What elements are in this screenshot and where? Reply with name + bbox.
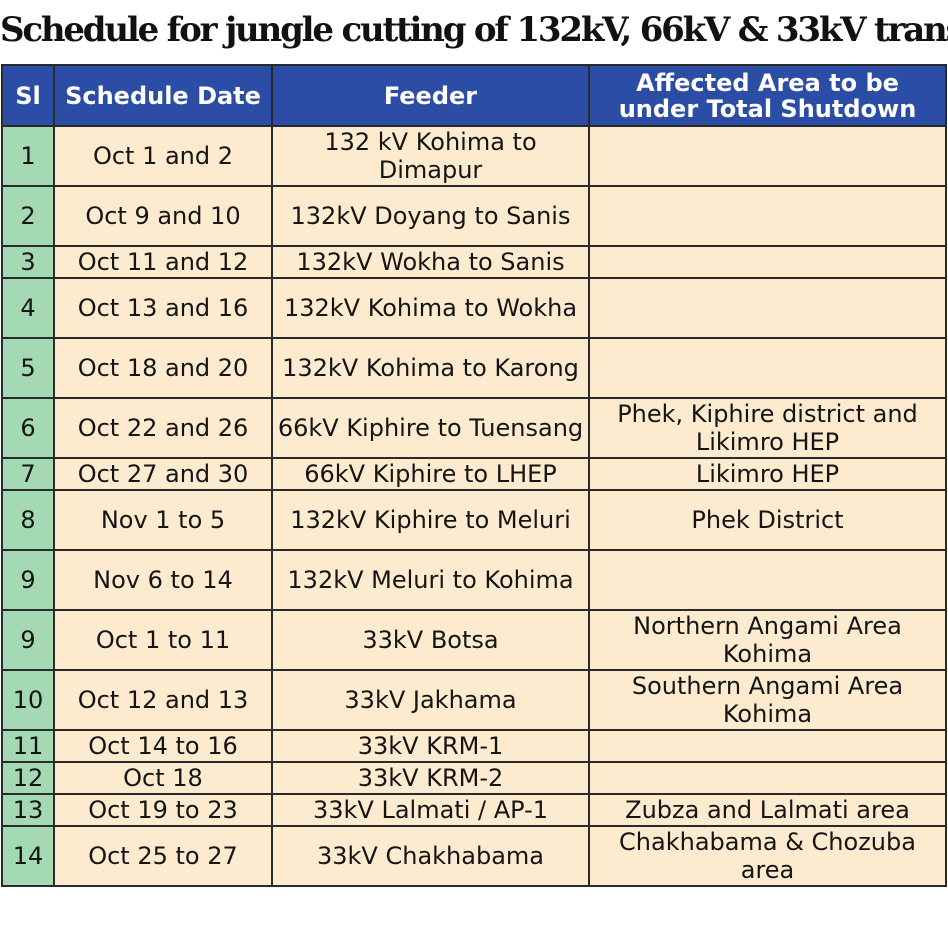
sl-cell: 13 (1, 793, 55, 827)
area-cell: Southern Angami Area Kohima (588, 669, 947, 731)
date-cell: Oct 18 and 20 (53, 337, 273, 399)
feeder-cell: 132 kV Kohima to Dimapur (271, 125, 590, 187)
area-cell: Phek, Kiphire district and Likimro HEP (588, 397, 947, 459)
date-cell: Oct 19 to 23 (53, 793, 273, 827)
header-feeder: Feeder (271, 64, 590, 127)
sl-cell: 12 (1, 761, 55, 795)
table-row: 5 Oct 18 and 20 132kV Kohima to Karong (1, 337, 947, 399)
table-row: 10 Oct 12 and 13 33kV Jakhama Southern A… (1, 669, 947, 731)
table-row: 7 Oct 27 and 30 66kV Kiphire to LHEP Lik… (1, 457, 947, 491)
feeder-cell: 132kV Kiphire to Meluri (271, 489, 590, 551)
date-cell: Nov 6 to 14 (53, 549, 273, 611)
feeder-cell: 66kV Kiphire to LHEP (271, 457, 590, 491)
area-cell (588, 185, 947, 247)
table-row: 8 Nov 1 to 5 132kV Kiphire to Meluri Phe… (1, 489, 947, 551)
area-cell (588, 729, 947, 763)
sl-cell: 3 (1, 245, 55, 279)
date-cell: Oct 12 and 13 (53, 669, 273, 731)
table-row: 2 Oct 9 and 10 132kV Doyang to Sanis (1, 185, 947, 247)
table-row: 1 Oct 1 and 2 132 kV Kohima to Dimapur (1, 125, 947, 187)
date-cell: Oct 1 to 11 (53, 609, 273, 671)
date-cell: Oct 25 to 27 (53, 825, 273, 887)
sl-cell: 9 (1, 609, 55, 671)
date-cell: Oct 9 and 10 (53, 185, 273, 247)
table-row: 9 Nov 6 to 14 132kV Meluri to Kohima (1, 549, 947, 611)
feeder-cell: 33kV Chakhabama (271, 825, 590, 887)
date-cell: Oct 14 to 16 (53, 729, 273, 763)
date-cell: Oct 13 and 16 (53, 277, 273, 339)
date-cell: Oct 1 and 2 (53, 125, 273, 187)
area-cell: Northern Angami Area Kohima (588, 609, 947, 671)
feeder-cell: 33kV Lalmati / AP-1 (271, 793, 590, 827)
sl-cell: 11 (1, 729, 55, 763)
area-cell (588, 277, 947, 339)
page-title: Schedule for jungle cutting of 132kV, 66… (0, 10, 948, 50)
date-cell: Oct 27 and 30 (53, 457, 273, 491)
feeder-cell: 33kV KRM-2 (271, 761, 590, 795)
sl-cell: 4 (1, 277, 55, 339)
feeder-cell: 33kV Botsa (271, 609, 590, 671)
feeder-cell: 132kV Kohima to Karong (271, 337, 590, 399)
area-cell (588, 125, 947, 187)
sl-cell: 7 (1, 457, 55, 491)
feeder-cell: 132kV Kohima to Wokha (271, 277, 590, 339)
date-cell: Oct 18 (53, 761, 273, 795)
sl-cell: 8 (1, 489, 55, 551)
feeder-cell: 33kV KRM-1 (271, 729, 590, 763)
header-affected-area: Affected Area to be under Total Shutdown (588, 64, 947, 127)
table-row: 11 Oct 14 to 16 33kV KRM-1 (1, 729, 947, 763)
schedule-table: Sl Schedule Date Feeder Affected Area to… (1, 64, 947, 887)
sl-cell: 2 (1, 185, 55, 247)
table-row: 13 Oct 19 to 23 33kV Lalmati / AP-1 Zubz… (1, 793, 947, 827)
table-row: 6 Oct 22 and 26 66kV Kiphire to Tuensang… (1, 397, 947, 459)
header-sl: Sl (1, 64, 55, 127)
sl-cell: 10 (1, 669, 55, 731)
sl-cell: 5 (1, 337, 55, 399)
table-row: 12 Oct 18 33kV KRM-2 (1, 761, 947, 795)
sl-cell: 9 (1, 549, 55, 611)
area-cell: Zubza and Lalmati area (588, 793, 947, 827)
feeder-cell: 33kV Jakhama (271, 669, 590, 731)
area-cell (588, 549, 947, 611)
area-cell: Likimro HEP (588, 457, 947, 491)
sl-cell: 14 (1, 825, 55, 887)
table-row: 9 Oct 1 to 11 33kV Botsa Northern Angami… (1, 609, 947, 671)
feeder-cell: 132kV Doyang to Sanis (271, 185, 590, 247)
date-cell: Oct 22 and 26 (53, 397, 273, 459)
sl-cell: 1 (1, 125, 55, 187)
header-schedule-date: Schedule Date (53, 64, 273, 127)
area-cell (588, 245, 947, 279)
area-cell (588, 337, 947, 399)
area-cell: Phek District (588, 489, 947, 551)
feeder-cell: 132kV Meluri to Kohima (271, 549, 590, 611)
area-cell: Chakhabama & Chozuba area (588, 825, 947, 887)
table-header-row: Sl Schedule Date Feeder Affected Area to… (1, 64, 947, 127)
date-cell: Oct 11 and 12 (53, 245, 273, 279)
date-cell: Nov 1 to 5 (53, 489, 273, 551)
table-row: 3 Oct 11 and 12 132kV Wokha to Sanis (1, 245, 947, 279)
sl-cell: 6 (1, 397, 55, 459)
table-row: 4 Oct 13 and 16 132kV Kohima to Wokha (1, 277, 947, 339)
area-cell (588, 761, 947, 795)
table-row: 14 Oct 25 to 27 33kV Chakhabama Chakhaba… (1, 825, 947, 887)
feeder-cell: 66kV Kiphire to Tuensang (271, 397, 590, 459)
feeder-cell: 132kV Wokha to Sanis (271, 245, 590, 279)
